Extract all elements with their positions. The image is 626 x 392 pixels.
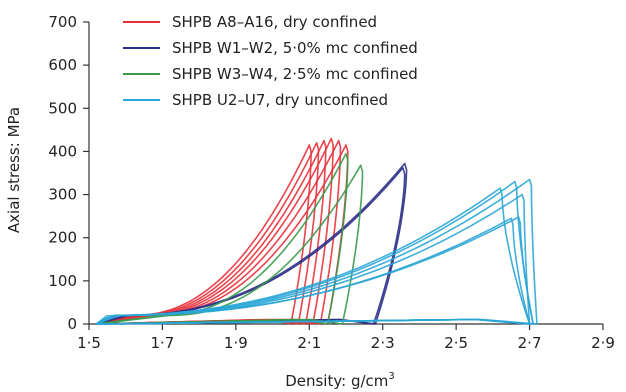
series-4-curve-1 [95, 187, 531, 325]
x-axis-title: Density: g/cm3 [285, 371, 395, 390]
legend-label: SHPB W3–W4, 2·5% mc confined [172, 65, 418, 83]
y-axis-title: Axial stress: MPa [5, 107, 23, 233]
y-tick-label: 700 [48, 13, 77, 31]
x-tick-label: 1·9 [224, 334, 248, 352]
x-tick-label: 2·3 [371, 334, 395, 352]
x-axis-title-text: Density: g/cm [285, 372, 388, 390]
series-4-curve-6 [96, 217, 531, 325]
axes: 1·5 1·7 1·9 2·1 2·3 2·5 2·7 2·9 0 100 200 300 400 500… [48, 13, 615, 352]
x-tick-label: 2·7 [518, 334, 542, 352]
series-3 [96, 152, 364, 325]
series-1-curve-4 [96, 137, 334, 325]
y-tick-label: 400 [48, 142, 77, 160]
x-tick-label: 1·7 [150, 334, 174, 352]
legend: SHPB A8–A16, dry confined SHPB W1–W2, 5·0… [123, 13, 418, 109]
y-tick-label: 200 [48, 229, 77, 247]
y-tick-label: 600 [48, 56, 77, 74]
plot-curves [95, 137, 538, 325]
x-tick-label: 2·1 [297, 334, 321, 352]
series-4-curve-3 [95, 178, 538, 325]
legend-label: SHPB A8–A16, dry confined [172, 13, 377, 31]
series-3-curve-2 [96, 164, 364, 325]
y-tick-label: 100 [48, 272, 77, 290]
legend-item-1: SHPB A8–A16, dry confined [123, 13, 377, 31]
series-4 [95, 178, 538, 325]
legend-item-2: SHPB W1–W2, 5·0% mc confined [123, 39, 418, 57]
x-tick-label: 2·5 [444, 334, 468, 352]
x-axis-title-superscript: 3 [388, 371, 394, 382]
legend-item-4: SHPB U2–U7, dry unconfined [123, 91, 388, 109]
x-tick-label: 2·9 [591, 334, 615, 352]
y-tick-label: 500 [48, 99, 77, 117]
legend-label: SHPB U2–U7, dry unconfined [172, 91, 388, 109]
series-4-curve-4 [96, 193, 531, 325]
x-tick-label: 1·5 [77, 334, 101, 352]
y-tick-label: 0 [67, 315, 77, 333]
legend-item-3: SHPB W3–W4, 2·5% mc confined [123, 65, 418, 83]
legend-label: SHPB W1–W2, 5·0% mc confined [172, 39, 418, 57]
y-tick-label: 300 [48, 186, 77, 204]
